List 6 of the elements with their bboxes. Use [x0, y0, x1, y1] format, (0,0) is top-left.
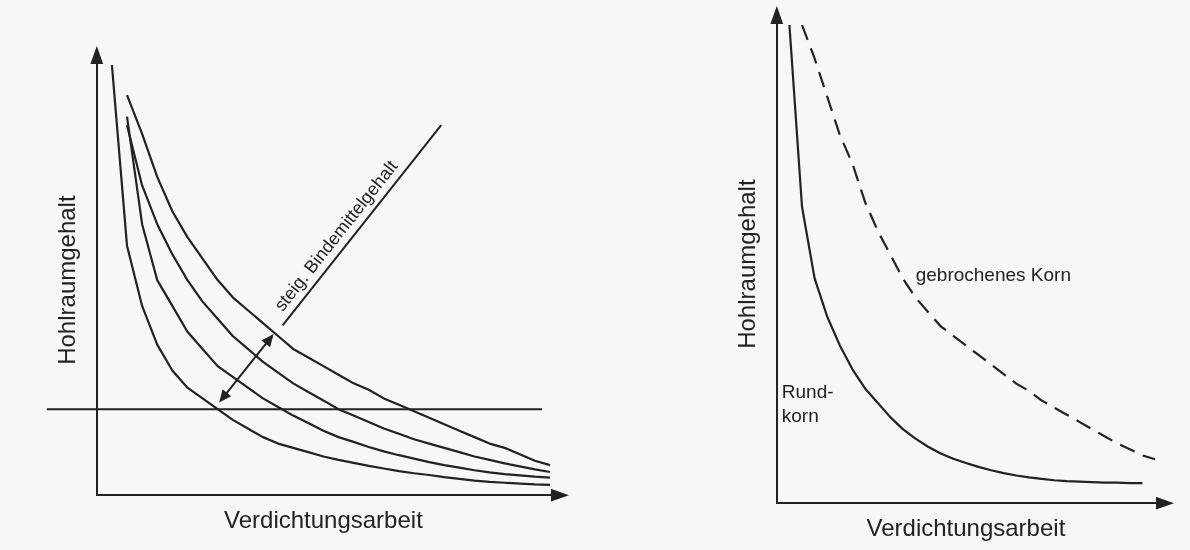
series-label: gebrochenes Korn [915, 264, 1071, 286]
series-label: Rund- korn [781, 381, 834, 426]
y-axis-title: Hohlraumgehalt [733, 179, 761, 349]
x-axis-title: Verdichtungsarbeit [224, 506, 424, 534]
y-axis-title: Hohlraumgehalt [53, 195, 81, 365]
x-axis-title: Verdichtungsarbeit [866, 514, 1066, 542]
